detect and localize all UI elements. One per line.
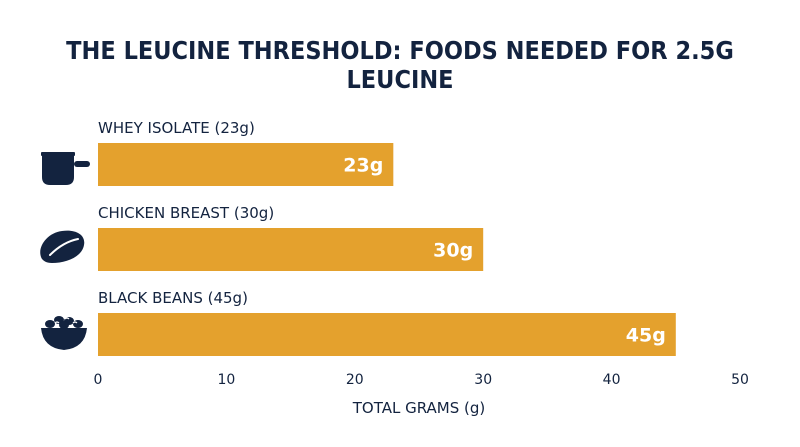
x-tick-label: 20 bbox=[346, 372, 364, 388]
chart-title: THE LEUCINE THRESHOLD: FOODS NEEDED FOR … bbox=[66, 36, 734, 94]
x-tick-label: 10 bbox=[217, 372, 235, 388]
x-tick-label: 30 bbox=[474, 372, 492, 388]
x-tick-label: 40 bbox=[603, 372, 621, 388]
data-label: 45g bbox=[626, 325, 666, 347]
category-label: BLACK BEANS (45g) bbox=[98, 289, 248, 307]
category-label: CHICKEN BREAST (30g) bbox=[98, 204, 274, 222]
bean-bowl-icon bbox=[40, 315, 88, 351]
bar bbox=[98, 143, 394, 186]
category-label: WHEY ISOLATE (23g) bbox=[98, 119, 255, 137]
protein-scoop-icon bbox=[41, 152, 90, 185]
data-label: 23g bbox=[343, 155, 383, 177]
chicken-breast-icon bbox=[39, 229, 86, 264]
bar bbox=[98, 313, 676, 356]
data-label: 30g bbox=[433, 240, 473, 262]
x-axis-title: TOTAL GRAMS (g) bbox=[352, 399, 486, 417]
x-tick-label: 50 bbox=[731, 372, 749, 388]
x-tick-label: 0 bbox=[94, 372, 103, 388]
bar bbox=[98, 228, 484, 271]
